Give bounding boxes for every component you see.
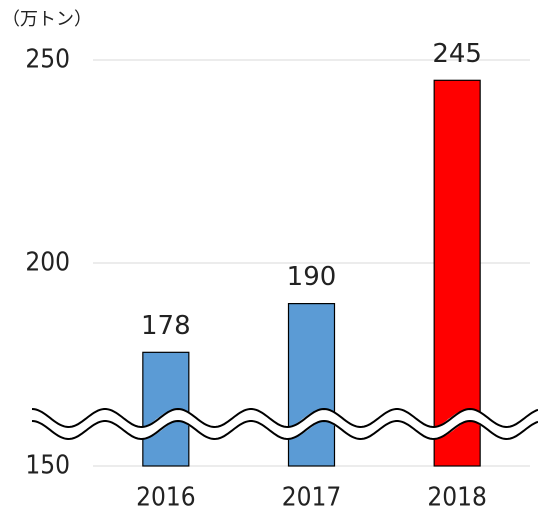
x-tick-label: 2017 (282, 483, 342, 513)
y-axis-unit: （万トン） (2, 9, 92, 30)
y-tick-label: 200 (25, 248, 70, 278)
axis-break-line (31, 419, 538, 441)
axis-break-fill (31, 408, 538, 440)
value-label: 245 (432, 39, 482, 69)
axis-break-line (31, 407, 538, 429)
y-tick-label: 150 (25, 451, 70, 481)
x-tick-label: 2018 (427, 483, 487, 513)
x-tick-label: 2016 (136, 483, 196, 513)
value-label: 190 (287, 262, 337, 292)
bar (433, 79, 481, 467)
y-tick-label: 250 (25, 45, 70, 75)
bar (287, 303, 336, 467)
value-label: 178 (141, 311, 191, 341)
